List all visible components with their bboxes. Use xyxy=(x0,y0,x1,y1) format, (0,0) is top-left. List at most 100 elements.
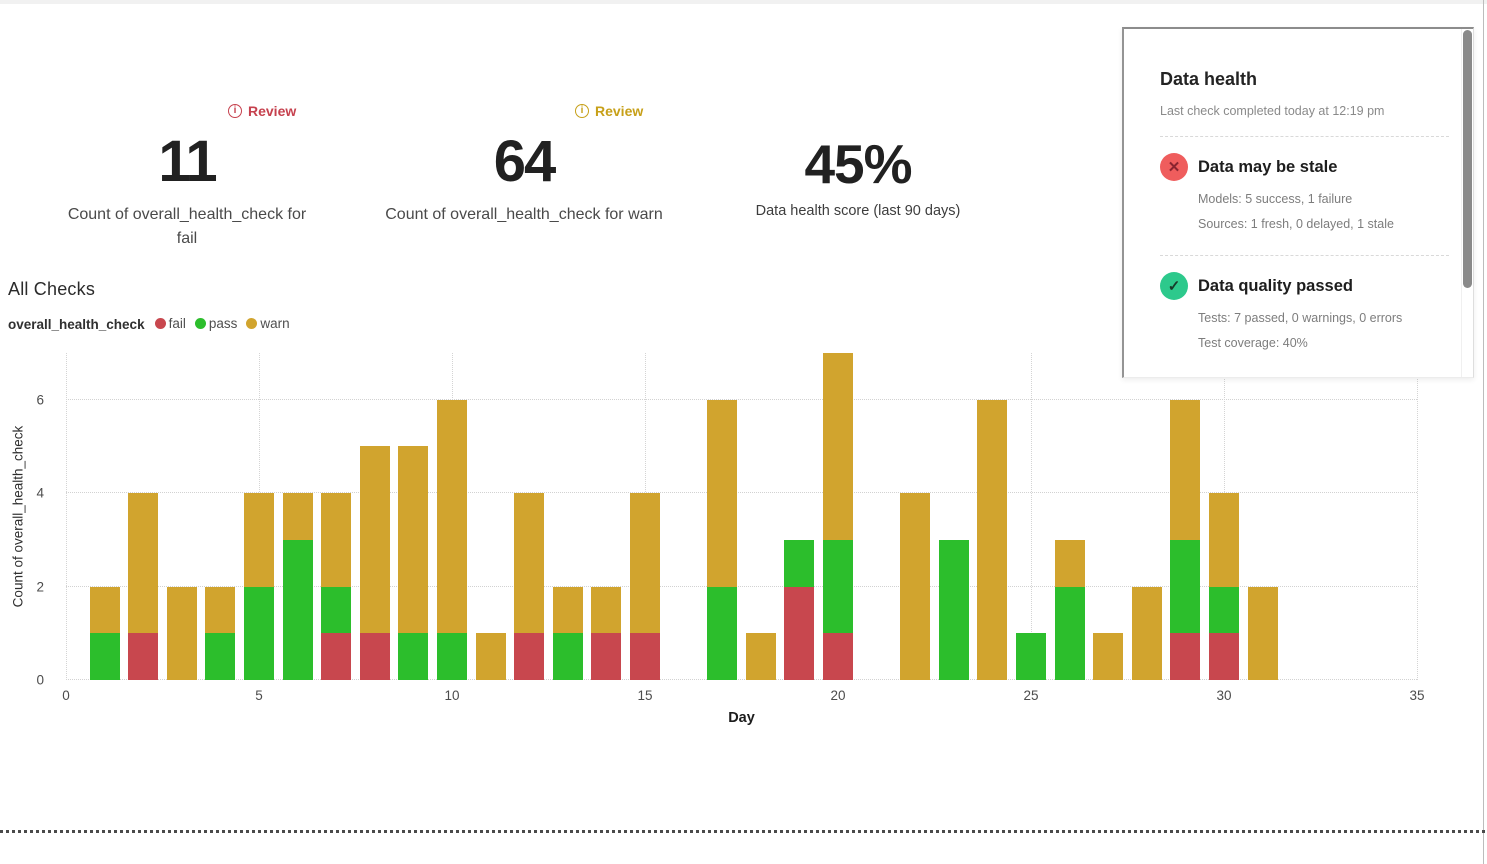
bar-segment-warn[interactable] xyxy=(977,399,1008,680)
bar-day-19[interactable] xyxy=(784,539,815,680)
bar-segment-warn[interactable] xyxy=(552,586,583,634)
bar-day-9[interactable] xyxy=(398,446,429,680)
bar-day-27[interactable] xyxy=(1093,633,1124,680)
bar-day-18[interactable] xyxy=(745,633,776,680)
bar-segment-pass[interactable] xyxy=(205,633,236,680)
bar-segment-warn[interactable] xyxy=(398,446,429,634)
bar-day-20[interactable] xyxy=(823,353,853,680)
bar-day-3[interactable] xyxy=(166,586,197,680)
bar-segment-pass[interactable] xyxy=(1054,586,1085,680)
bar-segment-pass[interactable] xyxy=(437,633,467,680)
bar-segment-warn[interactable] xyxy=(128,493,159,634)
bar-day-29[interactable] xyxy=(1170,399,1201,680)
bar-day-1[interactable] xyxy=(89,586,120,680)
bar-segment-fail[interactable] xyxy=(514,633,545,680)
bar-segment-fail[interactable] xyxy=(1170,633,1201,680)
bar-segment-pass[interactable] xyxy=(938,539,969,680)
bar-segment-warn[interactable] xyxy=(1131,586,1162,680)
bar-day-28[interactable] xyxy=(1131,586,1162,680)
legend-item-pass[interactable]: pass xyxy=(194,316,237,331)
bar-segment-fail[interactable] xyxy=(823,633,853,680)
bar-segment-warn[interactable] xyxy=(89,586,120,634)
bar-segment-fail[interactable] xyxy=(784,586,815,680)
panel-scrollbar[interactable] xyxy=(1463,30,1472,288)
bar-segment-warn[interactable] xyxy=(321,493,352,587)
bar-day-17[interactable] xyxy=(707,399,738,680)
bar-segment-pass[interactable] xyxy=(321,586,352,634)
legend-item-warn[interactable]: warn xyxy=(246,316,290,331)
bar-segment-pass[interactable] xyxy=(282,539,313,680)
bar-day-12[interactable] xyxy=(514,493,545,680)
bar-segment-pass[interactable] xyxy=(784,539,815,587)
bar-day-25[interactable] xyxy=(1016,633,1046,680)
review-badge-fail[interactable]: i Review xyxy=(228,103,296,119)
bar-segment-warn[interactable] xyxy=(900,493,931,680)
bar-segment-pass[interactable] xyxy=(552,633,583,680)
bar-segment-warn[interactable] xyxy=(707,399,738,587)
section-title: Data quality passed xyxy=(1198,276,1353,295)
bar-segment-warn[interactable] xyxy=(1093,633,1124,680)
bar-segment-pass[interactable] xyxy=(1209,586,1239,634)
bar-segment-warn[interactable] xyxy=(359,446,390,634)
bar-segment-warn[interactable] xyxy=(630,493,660,634)
bar-segment-fail[interactable] xyxy=(591,633,622,680)
bar-segment-warn[interactable] xyxy=(745,633,776,680)
bar-segment-warn[interactable] xyxy=(282,493,313,540)
bar-segment-pass[interactable] xyxy=(398,633,429,680)
bar-day-13[interactable] xyxy=(552,586,583,680)
bar-segment-fail[interactable] xyxy=(359,633,390,680)
legend-item-fail[interactable]: fail xyxy=(154,316,186,331)
bar-segment-warn[interactable] xyxy=(1209,493,1239,587)
y-tick-label: 4 xyxy=(36,485,44,501)
bar-segment-warn[interactable] xyxy=(823,353,853,540)
bar-segment-pass[interactable] xyxy=(1170,539,1201,634)
check-circle-icon: ✓ xyxy=(1160,272,1188,300)
panel-section-fail: ✕ Data may be stale Models: 5 success, 1 f… xyxy=(1160,153,1449,237)
bar-segment-warn[interactable] xyxy=(475,633,506,680)
bar-day-31[interactable] xyxy=(1247,586,1278,680)
bar-day-10[interactable] xyxy=(437,399,467,680)
bar-day-15[interactable] xyxy=(630,493,660,680)
bar-segment-pass[interactable] xyxy=(823,539,853,634)
bar-segment-warn[interactable] xyxy=(1170,399,1201,540)
bar-day-6[interactable] xyxy=(282,493,313,680)
bar-day-22[interactable] xyxy=(900,493,931,680)
bar-segment-warn[interactable] xyxy=(1247,586,1278,680)
bar-day-26[interactable] xyxy=(1054,539,1085,680)
bar-segment-fail[interactable] xyxy=(128,633,159,680)
bar-segment-fail[interactable] xyxy=(321,633,352,680)
bar-day-14[interactable] xyxy=(591,586,622,680)
y-tick-label: 2 xyxy=(36,579,44,595)
bar-day-5[interactable] xyxy=(244,493,274,680)
bar-day-11[interactable] xyxy=(475,633,506,680)
bar-segment-fail[interactable] xyxy=(630,633,660,680)
review-badge-warn[interactable]: i Review xyxy=(575,103,643,119)
bar-segment-pass[interactable] xyxy=(707,586,738,680)
bar-day-23[interactable] xyxy=(938,539,969,680)
v-gridline-35 xyxy=(1417,353,1418,680)
bar-segment-warn[interactable] xyxy=(1054,539,1085,587)
bar-segment-warn[interactable] xyxy=(166,586,197,680)
bar-day-7[interactable] xyxy=(321,493,352,680)
bar-segment-warn[interactable] xyxy=(437,399,467,634)
bar-day-30[interactable] xyxy=(1209,493,1239,680)
bar-day-24[interactable] xyxy=(977,399,1008,680)
bar-segment-warn[interactable] xyxy=(244,493,274,587)
bar-segment-warn[interactable] xyxy=(205,586,236,634)
legend-dot-warn xyxy=(246,318,258,329)
legend-dot-fail xyxy=(154,318,166,329)
bar-day-8[interactable] xyxy=(359,446,390,680)
bar-day-4[interactable] xyxy=(205,586,236,680)
h-gridline-4 xyxy=(66,492,1417,494)
bar-segment-pass[interactable] xyxy=(1016,633,1046,680)
bar-segment-warn[interactable] xyxy=(514,493,545,634)
metric-value-score: 45% xyxy=(804,133,912,195)
bar-segment-pass[interactable] xyxy=(89,633,120,680)
x-tick-label: 30 xyxy=(1216,688,1232,703)
bar-segment-pass[interactable] xyxy=(244,586,274,680)
bar-day-2[interactable] xyxy=(128,493,159,680)
bottom-divider xyxy=(0,830,1487,833)
bar-segment-fail[interactable] xyxy=(1209,633,1239,680)
chart-legend: overall_health_check fail pass warn xyxy=(8,316,299,332)
bar-segment-warn[interactable] xyxy=(591,586,622,634)
